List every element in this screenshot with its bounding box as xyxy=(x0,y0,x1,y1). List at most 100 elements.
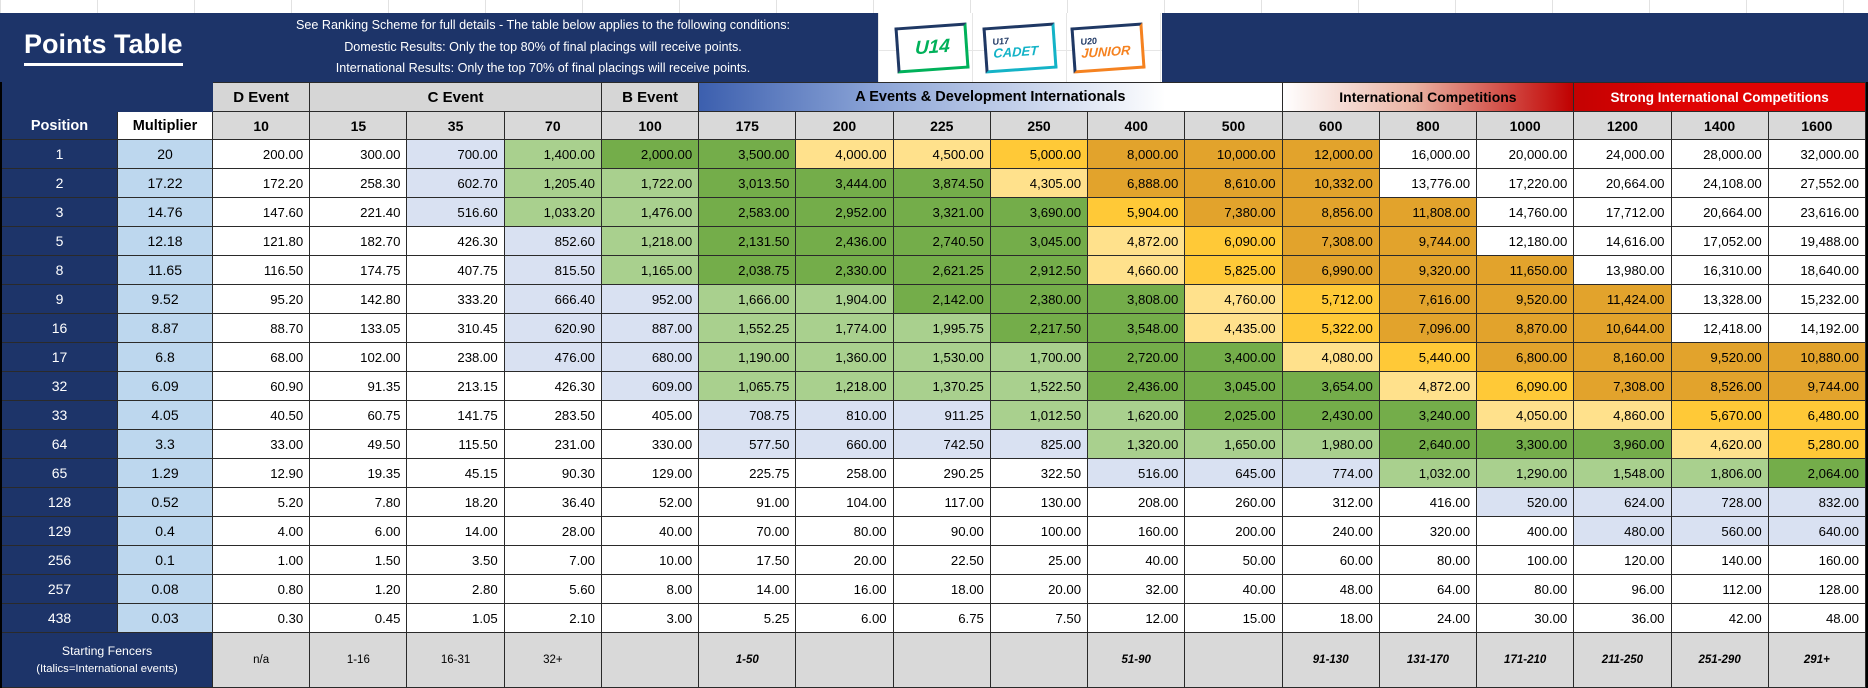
points-cell-257-1400[interactable]: 112.00 xyxy=(1671,575,1769,604)
points-cell-129-500[interactable]: 200.00 xyxy=(1185,517,1283,546)
points-cell-33-225[interactable]: 911.25 xyxy=(893,401,991,430)
points-cell-1-35[interactable]: 700.00 xyxy=(407,140,505,169)
points-cell-65-1400[interactable]: 1,806.00 xyxy=(1671,459,1769,488)
points-cell-33-1200[interactable]: 4,860.00 xyxy=(1574,401,1672,430)
multiplier-cell[interactable]: 3.3 xyxy=(118,430,213,459)
starting-fencers-cell-100[interactable] xyxy=(601,633,700,688)
points-cell-8-500[interactable]: 5,825.00 xyxy=(1185,256,1283,285)
points-cell-257-500[interactable]: 40.00 xyxy=(1185,575,1283,604)
points-cell-128-35[interactable]: 18.20 xyxy=(407,488,505,517)
points-cell-8-175[interactable]: 2,038.75 xyxy=(699,256,797,285)
points-cell-9-35[interactable]: 333.20 xyxy=(407,285,505,314)
points-cell-2-1400[interactable]: 24,108.00 xyxy=(1671,169,1769,198)
group-d-event[interactable]: D Event xyxy=(213,82,311,112)
points-cell-5-800[interactable]: 9,744.00 xyxy=(1379,227,1478,256)
points-cell-16-1000[interactable]: 8,870.00 xyxy=(1477,314,1575,343)
points-cell-16-600[interactable]: 5,322.00 xyxy=(1282,314,1380,343)
points-cell-129-35[interactable]: 14.00 xyxy=(407,517,505,546)
points-cell-438-70[interactable]: 2.10 xyxy=(504,604,602,633)
points-cell-257-1600[interactable]: 128.00 xyxy=(1768,575,1866,604)
column-header-100[interactable]: 100 xyxy=(601,112,700,140)
points-cell-2-10[interactable]: 172.20 xyxy=(213,169,311,198)
position-cell[interactable]: 438 xyxy=(2,604,118,633)
points-cell-9-1400[interactable]: 13,328.00 xyxy=(1671,285,1769,314)
points-cell-8-600[interactable]: 6,990.00 xyxy=(1282,256,1380,285)
points-cell-5-600[interactable]: 7,308.00 xyxy=(1282,227,1380,256)
points-cell-65-175[interactable]: 225.75 xyxy=(699,459,797,488)
points-cell-5-15[interactable]: 182.70 xyxy=(310,227,408,256)
points-cell-2-225[interactable]: 3,874.50 xyxy=(893,169,991,198)
points-cell-32-10[interactable]: 60.90 xyxy=(213,372,311,401)
points-cell-256-15[interactable]: 1.50 xyxy=(310,546,408,575)
points-cell-17-15[interactable]: 102.00 xyxy=(310,343,408,372)
starting-fencers-cell-15[interactable]: 1-16 xyxy=(310,633,408,688)
points-cell-65-70[interactable]: 90.30 xyxy=(504,459,602,488)
points-cell-32-15[interactable]: 91.35 xyxy=(310,372,408,401)
points-cell-8-250[interactable]: 2,912.50 xyxy=(990,256,1089,285)
points-cell-5-1000[interactable]: 12,180.00 xyxy=(1477,227,1575,256)
points-cell-256-35[interactable]: 3.50 xyxy=(407,546,505,575)
points-cell-64-100[interactable]: 330.00 xyxy=(601,430,700,459)
points-cell-32-200[interactable]: 1,218.00 xyxy=(796,372,894,401)
points-cell-8-1200[interactable]: 13,980.00 xyxy=(1574,256,1672,285)
points-cell-129-1400[interactable]: 560.00 xyxy=(1671,517,1769,546)
column-header-175[interactable]: 175 xyxy=(699,112,797,140)
points-cell-32-600[interactable]: 3,654.00 xyxy=(1282,372,1380,401)
points-cell-256-400[interactable]: 40.00 xyxy=(1088,546,1186,575)
multiplier-cell[interactable]: 8.87 xyxy=(118,314,213,343)
points-cell-1-1000[interactable]: 20,000.00 xyxy=(1477,140,1575,169)
position-cell[interactable]: 2 xyxy=(2,169,118,198)
points-cell-1-800[interactable]: 16,000.00 xyxy=(1379,140,1478,169)
points-cell-17-70[interactable]: 476.00 xyxy=(504,343,602,372)
points-cell-17-225[interactable]: 1,530.00 xyxy=(893,343,991,372)
points-cell-1-10[interactable]: 200.00 xyxy=(213,140,311,169)
points-cell-33-15[interactable]: 60.75 xyxy=(310,401,408,430)
points-cell-438-10[interactable]: 0.30 xyxy=(213,604,311,633)
points-cell-33-500[interactable]: 2,025.00 xyxy=(1185,401,1283,430)
points-cell-64-800[interactable]: 2,640.00 xyxy=(1379,430,1478,459)
points-cell-2-400[interactable]: 6,888.00 xyxy=(1088,169,1186,198)
starting-fencers-cell-175[interactable]: 1-50 xyxy=(699,633,797,688)
points-cell-3-1000[interactable]: 14,760.00 xyxy=(1477,198,1575,227)
multiplier-column-header[interactable]: Multiplier xyxy=(118,112,213,140)
points-cell-33-70[interactable]: 283.50 xyxy=(504,401,602,430)
points-cell-129-10[interactable]: 4.00 xyxy=(213,517,311,546)
points-cell-64-250[interactable]: 825.00 xyxy=(990,430,1089,459)
points-cell-9-400[interactable]: 3,808.00 xyxy=(1088,285,1186,314)
points-cell-65-500[interactable]: 645.00 xyxy=(1185,459,1283,488)
column-header-250[interactable]: 250 xyxy=(990,112,1089,140)
points-cell-17-500[interactable]: 3,400.00 xyxy=(1185,343,1283,372)
points-cell-5-400[interactable]: 4,872.00 xyxy=(1088,227,1186,256)
position-cell[interactable]: 5 xyxy=(2,227,118,256)
points-cell-1-200[interactable]: 4,000.00 xyxy=(796,140,894,169)
points-cell-33-250[interactable]: 1,012.50 xyxy=(990,401,1089,430)
points-cell-5-1600[interactable]: 19,488.00 xyxy=(1768,227,1866,256)
position-cell[interactable]: 16 xyxy=(2,314,118,343)
multiplier-cell[interactable]: 0.08 xyxy=(118,575,213,604)
points-cell-128-1200[interactable]: 624.00 xyxy=(1574,488,1672,517)
points-cell-129-800[interactable]: 320.00 xyxy=(1379,517,1478,546)
points-cell-257-1200[interactable]: 96.00 xyxy=(1574,575,1672,604)
points-cell-32-175[interactable]: 1,065.75 xyxy=(699,372,797,401)
points-cell-33-10[interactable]: 40.50 xyxy=(213,401,311,430)
points-cell-129-225[interactable]: 90.00 xyxy=(893,517,991,546)
starting-fencers-cell-1600[interactable]: 291+ xyxy=(1768,633,1866,688)
points-cell-438-1400[interactable]: 42.00 xyxy=(1671,604,1769,633)
points-cell-257-100[interactable]: 8.00 xyxy=(601,575,700,604)
group-b-event[interactable]: B Event xyxy=(601,82,700,112)
points-cell-3-35[interactable]: 516.60 xyxy=(407,198,505,227)
points-cell-256-10[interactable]: 1.00 xyxy=(213,546,311,575)
points-cell-17-1400[interactable]: 9,520.00 xyxy=(1671,343,1769,372)
points-cell-8-1400[interactable]: 16,310.00 xyxy=(1671,256,1769,285)
points-cell-32-800[interactable]: 4,872.00 xyxy=(1379,372,1478,401)
points-cell-33-600[interactable]: 2,430.00 xyxy=(1282,401,1380,430)
points-cell-65-800[interactable]: 1,032.00 xyxy=(1379,459,1478,488)
starting-fencers-cell-1400[interactable]: 251-290 xyxy=(1671,633,1769,688)
points-cell-16-500[interactable]: 4,435.00 xyxy=(1185,314,1283,343)
points-cell-438-200[interactable]: 6.00 xyxy=(796,604,894,633)
points-cell-257-225[interactable]: 18.00 xyxy=(893,575,991,604)
points-cell-9-1600[interactable]: 15,232.00 xyxy=(1768,285,1866,314)
position-cell[interactable]: 3 xyxy=(2,198,118,227)
points-cell-17-1600[interactable]: 10,880.00 xyxy=(1768,343,1866,372)
column-header-35[interactable]: 35 xyxy=(407,112,505,140)
